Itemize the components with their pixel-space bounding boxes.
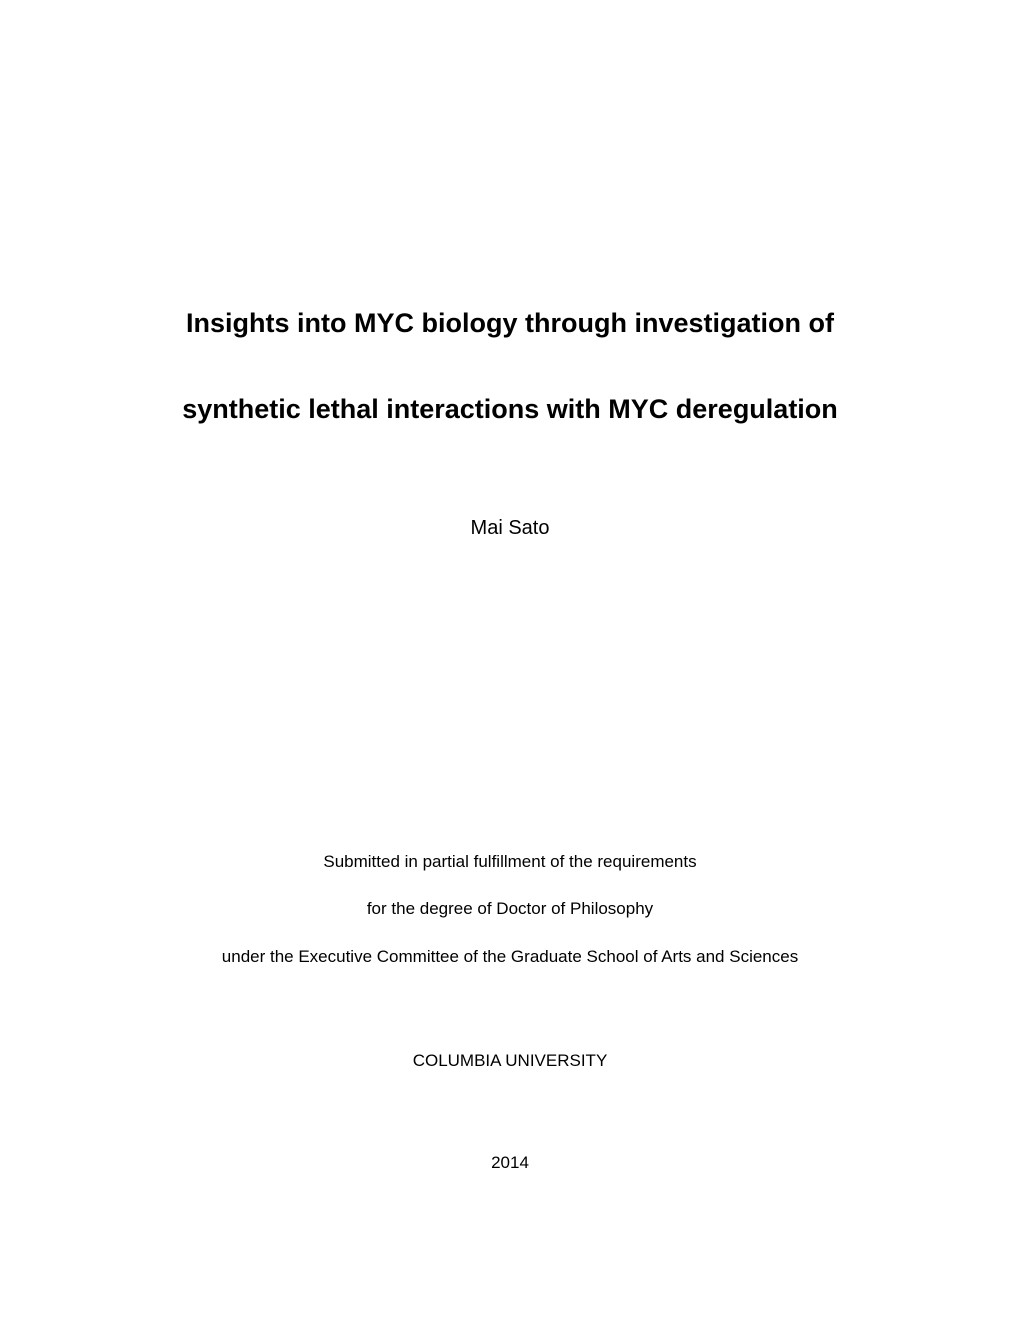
title-line-2: synthetic lethal interactions with MYC d…	[115, 391, 905, 429]
year: 2014	[115, 1153, 905, 1173]
submission-line-2: for the degree of Doctor of Philosophy	[115, 897, 905, 921]
university-name: COLUMBIA UNIVERSITY	[115, 1051, 905, 1071]
submission-line-3: under the Executive Committee of the Gra…	[115, 945, 905, 969]
title-page: Insights into MYC biology through invest…	[0, 0, 1020, 1320]
submission-block: Submitted in partial fulfillment of the …	[115, 850, 905, 969]
author-name: Mai Sato	[115, 517, 905, 540]
title-block: Insights into MYC biology through invest…	[115, 305, 905, 429]
title-line-1: Insights into MYC biology through invest…	[115, 305, 905, 343]
submission-line-1: Submitted in partial fulfillment of the …	[115, 850, 905, 874]
